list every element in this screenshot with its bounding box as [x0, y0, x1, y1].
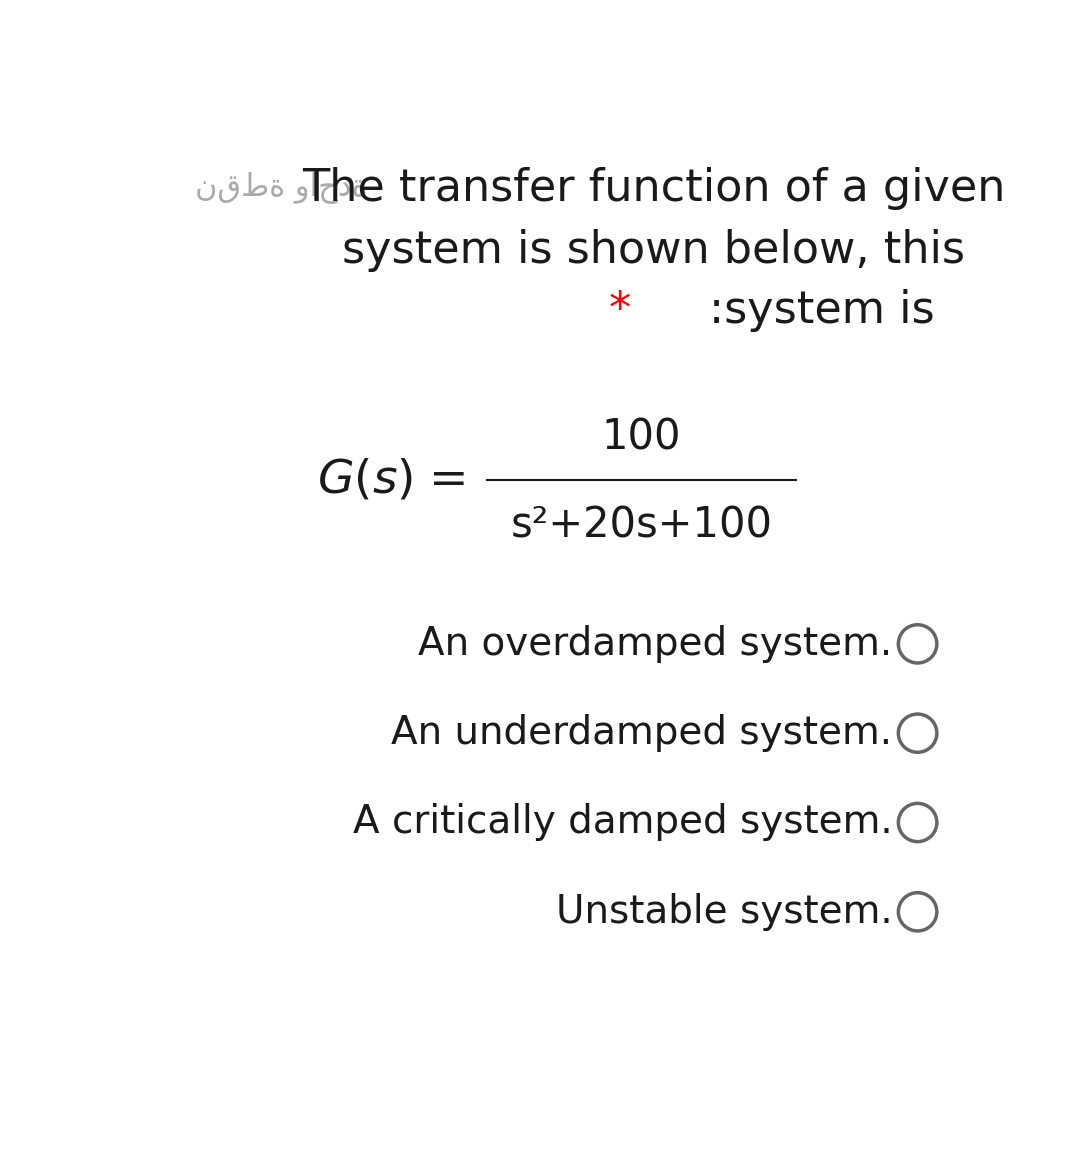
Text: An underdamped system.: An underdamped system. — [391, 715, 892, 752]
Text: :system is: :system is — [708, 289, 934, 332]
Text: A critically damped system.: A critically damped system. — [353, 804, 892, 841]
Text: 100: 100 — [602, 416, 681, 458]
Text: Unstable system.: Unstable system. — [556, 893, 892, 930]
Text: $G(s)$: $G(s)$ — [318, 458, 414, 503]
Text: *: * — [608, 289, 631, 332]
Text: نقطة واحدة: نقطة واحدة — [195, 173, 367, 204]
Text: system is shown below, this: system is shown below, this — [342, 230, 966, 273]
Text: s²+20s+100: s²+20s+100 — [511, 505, 772, 546]
Text: An overdamped system.: An overdamped system. — [418, 625, 892, 662]
Text: =: = — [429, 458, 469, 503]
Text: The transfer function of a given: The transfer function of a given — [302, 167, 1005, 210]
